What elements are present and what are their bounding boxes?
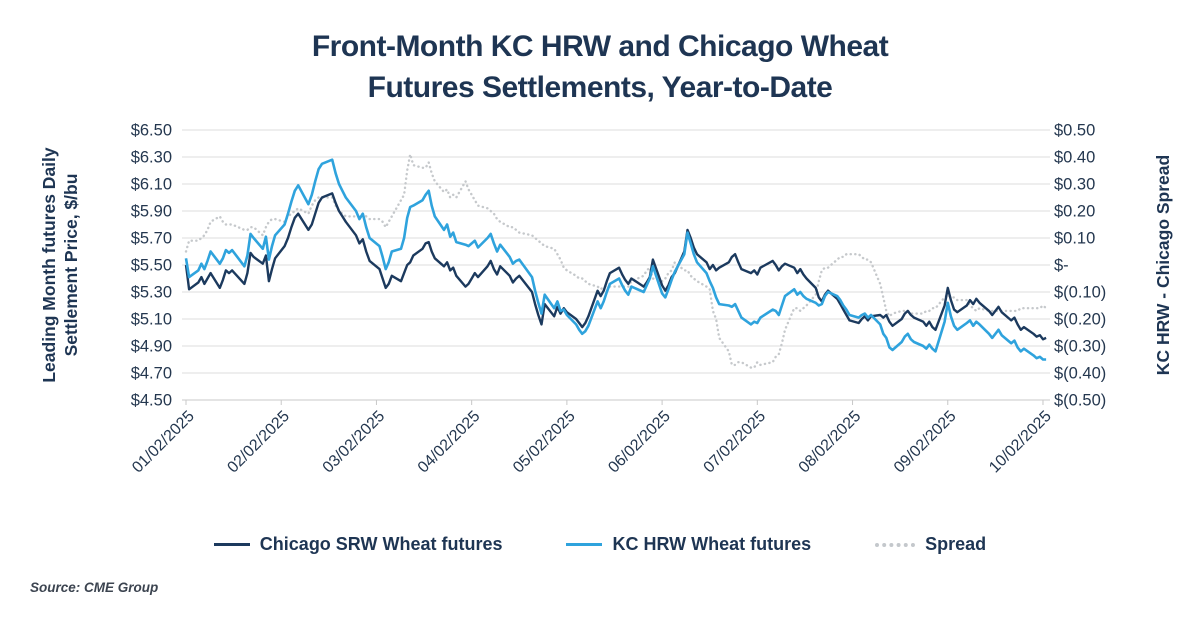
x-axis-tick-label: 06/02/2025 xyxy=(605,408,674,477)
legend-label-spread: Spread xyxy=(925,534,987,554)
kc-hrw-line-swatch-icon xyxy=(566,543,603,546)
x-axis-tick-label: 09/02/2025 xyxy=(891,408,960,477)
x-axis-tick-label: 05/02/2025 xyxy=(510,408,579,477)
y-axis-left-tick-label: $4.50 xyxy=(131,392,172,410)
x-axis-tick-label: 08/02/2025 xyxy=(796,408,865,477)
y-axis-left-tick-label: $6.30 xyxy=(131,149,172,167)
y-axis-left-tick-label: $5.90 xyxy=(131,203,172,221)
legend-label-chicago-srw: Chicago SRW Wheat futures xyxy=(259,534,503,554)
chart-title-line1: Front-Month KC HRW and Chicago Wheat xyxy=(311,30,889,63)
y-axis-right-tick-label: $0.30 xyxy=(1054,176,1095,194)
spread-line-swatch-icon xyxy=(875,542,916,547)
legend-label-kc-hrw: KC HRW Wheat futures xyxy=(612,534,812,554)
y-axis-right-tick-label: $(0.40) xyxy=(1054,365,1106,383)
y-axis-left-tick-label: $5.50 xyxy=(131,257,172,275)
y-axis-left-tick-label: $4.90 xyxy=(131,338,172,356)
legend-item-chicago-srw: Chicago SRW Wheat futures xyxy=(213,534,503,555)
x-axis-tick-label: 01/02/2025 xyxy=(129,408,198,477)
chicago-srw-line xyxy=(184,192,1047,341)
y-axis-left-tick-label: $6.10 xyxy=(131,176,172,194)
y-axis-left-tick-label: $4.70 xyxy=(131,365,172,383)
y-axis-left-tick-label: $5.70 xyxy=(131,230,172,248)
y-axis-right-tick-label: $(0.30) xyxy=(1054,338,1106,356)
y-axis-right-tick-label: $(0.20) xyxy=(1054,311,1106,329)
kc-hrw-line xyxy=(184,158,1047,361)
chart-title-line2: Futures Settlements, Year-to-Date xyxy=(367,71,833,104)
legend-item-kc-hrw: KC HRW Wheat futures xyxy=(566,534,811,555)
chicago-srw-line-swatch-icon xyxy=(213,543,250,546)
source-note: Source: CME Group xyxy=(30,580,159,595)
x-axis-tick-label: 07/02/2025 xyxy=(701,408,770,477)
x-axis-tick-label: 03/02/2025 xyxy=(320,408,389,477)
x-axis-tick-label: 04/02/2025 xyxy=(415,408,484,477)
y-axis-right-tick-label: $- xyxy=(1054,257,1069,275)
x-axis-tick-label: 02/02/2025 xyxy=(224,408,293,477)
y-axis-left-tick-label: $5.30 xyxy=(131,284,172,302)
x-axis-tick-label: 10/02/2025 xyxy=(986,408,1055,477)
chart-title: Front-Month KC HRW and Chicago Wheat Fut… xyxy=(0,26,1200,108)
y-axis-right-tick-label: $0.20 xyxy=(1054,203,1095,221)
y-axis-right-tick-label: $(0.10) xyxy=(1054,284,1106,302)
y-axis-left-tick-label: $6.50 xyxy=(131,122,172,140)
y-axis-right-tick-label: $(0.50) xyxy=(1054,392,1106,410)
y-axis-left-tick-label: $5.10 xyxy=(131,311,172,329)
legend-item-spread: Spread xyxy=(875,534,986,555)
y-axis-right-tick-label: $0.10 xyxy=(1054,230,1095,248)
y-axis-right-tick-label: $0.40 xyxy=(1054,149,1095,167)
legend: Chicago SRW Wheat futures KC HRW Wheat f… xyxy=(0,534,1200,555)
y-axis-right-tick-label: $0.50 xyxy=(1054,122,1095,140)
